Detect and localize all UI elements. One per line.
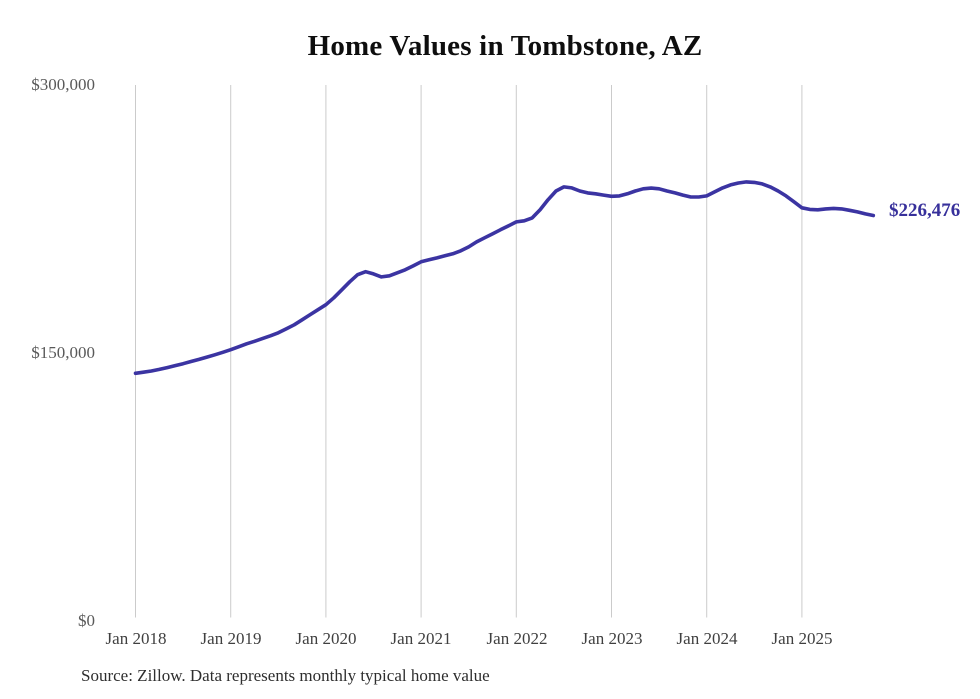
y-axis-tick-150000: $150,000 — [31, 343, 95, 362]
y-axis-tick-300000: $300,000 — [31, 75, 95, 94]
x-axis-tick-2018: Jan 2018 — [105, 629, 167, 648]
vertical-gridlines — [135, 85, 803, 618]
x-axis-tick-2022: Jan 2022 — [486, 629, 548, 648]
home-value-line — [133, 180, 876, 376]
x-axis-tick-2023: Jan 2023 — [581, 629, 643, 648]
x-axis-tick-2024: Jan 2024 — [676, 629, 738, 648]
latest-value-label: $226,476 — [889, 200, 961, 221]
chart-title: Home Values in Tombstone, AZ — [307, 30, 703, 62]
y-axis-tick-0: $0 — [78, 611, 95, 630]
x-axis-tick-2019: Jan 2019 — [200, 629, 262, 648]
source-note: Source: Zillow. Data represents monthly … — [81, 666, 490, 685]
x-axis-tick-2020: Jan 2020 — [295, 629, 357, 648]
x-axis-tick-2025: Jan 2025 — [771, 629, 833, 648]
x-axis-tick-2021: Jan 2021 — [390, 629, 452, 648]
